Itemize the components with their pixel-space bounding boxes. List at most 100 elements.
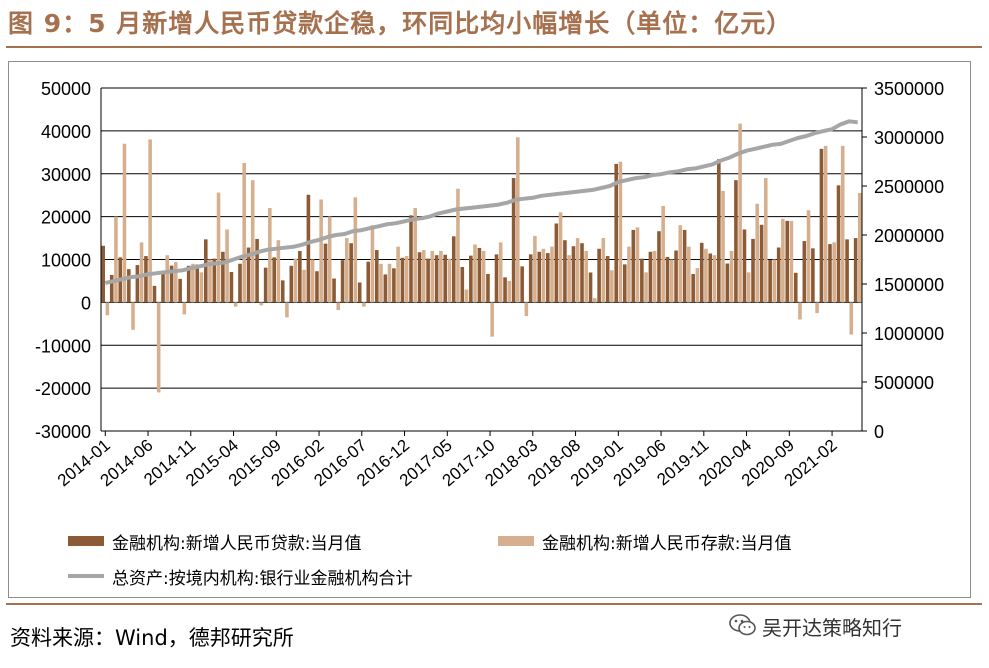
loan-bar bbox=[443, 254, 447, 303]
wechat-icon bbox=[729, 614, 756, 636]
loan-bar bbox=[699, 242, 704, 303]
loan-bar bbox=[255, 238, 259, 303]
deposit-bar bbox=[276, 240, 281, 303]
loan-bar bbox=[203, 239, 208, 303]
loan-bar bbox=[588, 272, 593, 303]
loan-bar bbox=[734, 180, 738, 303]
deposit-bar bbox=[789, 220, 794, 303]
left-axis-ticks: 50000 40000 30000 20000 10000 0 -10000 -20000 -3… bbox=[35, 79, 91, 442]
loan-bar bbox=[144, 256, 148, 303]
deposit-bar bbox=[114, 216, 118, 303]
deposit-bar bbox=[721, 190, 725, 303]
loan-bar bbox=[785, 220, 790, 303]
loan-bar bbox=[682, 229, 687, 303]
loan-bar bbox=[554, 223, 559, 303]
loan-bar bbox=[469, 255, 473, 303]
deposit-bar bbox=[250, 180, 255, 303]
deposit-bar bbox=[362, 302, 366, 307]
loan-bar bbox=[195, 264, 200, 303]
left-tick-label: 40000 bbox=[41, 122, 91, 142]
right-tick-label: 0 bbox=[874, 422, 884, 442]
deposit-bar bbox=[439, 250, 443, 303]
deposit-bar bbox=[310, 259, 315, 303]
loan-bar bbox=[503, 277, 507, 303]
deposit-bar bbox=[148, 139, 152, 303]
deposit-bar bbox=[610, 270, 614, 303]
loan-bar bbox=[811, 248, 815, 303]
loan-bar bbox=[212, 258, 217, 303]
deposit-bar bbox=[840, 145, 845, 303]
loan-bar bbox=[614, 163, 619, 303]
deposit-bar bbox=[165, 255, 170, 303]
page-title: 图 9：5 月新增人民币贷款企稳，环同比均小幅增长（单位：亿元） bbox=[8, 9, 793, 38]
loan-bar bbox=[161, 272, 165, 303]
loan-bar bbox=[169, 265, 174, 303]
loan-bar bbox=[631, 229, 636, 303]
watermark-text: 吴开达策略知行 bbox=[762, 616, 902, 640]
loan-bar bbox=[383, 274, 388, 303]
legend-swatch-assets bbox=[68, 574, 104, 578]
left-tick-label: -10000 bbox=[35, 336, 91, 356]
loan-bar bbox=[657, 231, 661, 303]
loan-bar bbox=[289, 265, 294, 303]
deposit-bar bbox=[858, 193, 862, 303]
loan-bar bbox=[272, 257, 276, 303]
loan-bar bbox=[357, 282, 362, 303]
deposit-bar bbox=[849, 302, 854, 335]
loan-bar bbox=[366, 261, 371, 303]
deposit-bar bbox=[379, 263, 383, 303]
loan-bar bbox=[708, 253, 713, 303]
deposit-bar bbox=[832, 242, 836, 303]
loan-bar bbox=[597, 248, 601, 303]
loan-bar bbox=[511, 178, 516, 303]
loan-bar bbox=[135, 265, 140, 303]
deposit-bar bbox=[447, 258, 452, 303]
loan-bar bbox=[417, 252, 422, 303]
right-tick-label: 500000 bbox=[874, 373, 934, 393]
deposit-bar bbox=[481, 250, 486, 303]
deposit-bar bbox=[473, 244, 477, 303]
loan-bar bbox=[221, 251, 225, 303]
chart-frame bbox=[8, 61, 971, 598]
loan-bar bbox=[298, 251, 302, 303]
loan-bar bbox=[280, 280, 285, 303]
loan-bar bbox=[725, 263, 730, 303]
deposit-bar bbox=[327, 216, 332, 303]
deposit-bar bbox=[173, 262, 178, 303]
deposit-bar bbox=[302, 269, 306, 303]
right-axis-ticks: 3500000 3000000 2500000 2000000 1500000 10000… bbox=[862, 79, 944, 442]
deposit-bar bbox=[550, 246, 554, 303]
deposit-bar bbox=[498, 242, 503, 303]
loan-bar bbox=[751, 238, 755, 303]
loan-bar bbox=[845, 239, 849, 303]
loan-bar bbox=[426, 258, 430, 303]
deposit-bar bbox=[199, 272, 204, 303]
loan-bar bbox=[409, 215, 413, 303]
loan-bar bbox=[109, 274, 114, 303]
deposit-bar bbox=[105, 302, 110, 316]
deposit-bar bbox=[712, 255, 717, 303]
right-tick-label: 1000000 bbox=[874, 324, 944, 344]
loan-bar bbox=[742, 229, 747, 303]
deposit-bar bbox=[601, 238, 606, 303]
legend-label-assets: 总资产:按境内机构:银行业金融机构合计 bbox=[112, 569, 413, 589]
left-tick-label: 0 bbox=[81, 293, 91, 313]
loan-bar bbox=[306, 194, 311, 303]
loan-bar bbox=[640, 258, 644, 303]
deposit-bar bbox=[815, 302, 819, 314]
loan-bar bbox=[486, 273, 490, 303]
deposit-bar bbox=[695, 268, 700, 303]
loan-bar bbox=[477, 247, 482, 303]
deposit-bar bbox=[669, 259, 674, 303]
left-tick-label: 20000 bbox=[41, 208, 91, 228]
asset-line-group bbox=[104, 119, 858, 285]
loan-bar bbox=[546, 253, 550, 303]
deposit-bar bbox=[755, 203, 760, 303]
loan-bar bbox=[229, 272, 234, 303]
deposit-bars bbox=[105, 123, 862, 393]
loan-bar bbox=[520, 266, 524, 303]
loan-bar bbox=[434, 255, 439, 303]
deposit-bar bbox=[592, 298, 597, 303]
asset-line bbox=[104, 119, 858, 285]
